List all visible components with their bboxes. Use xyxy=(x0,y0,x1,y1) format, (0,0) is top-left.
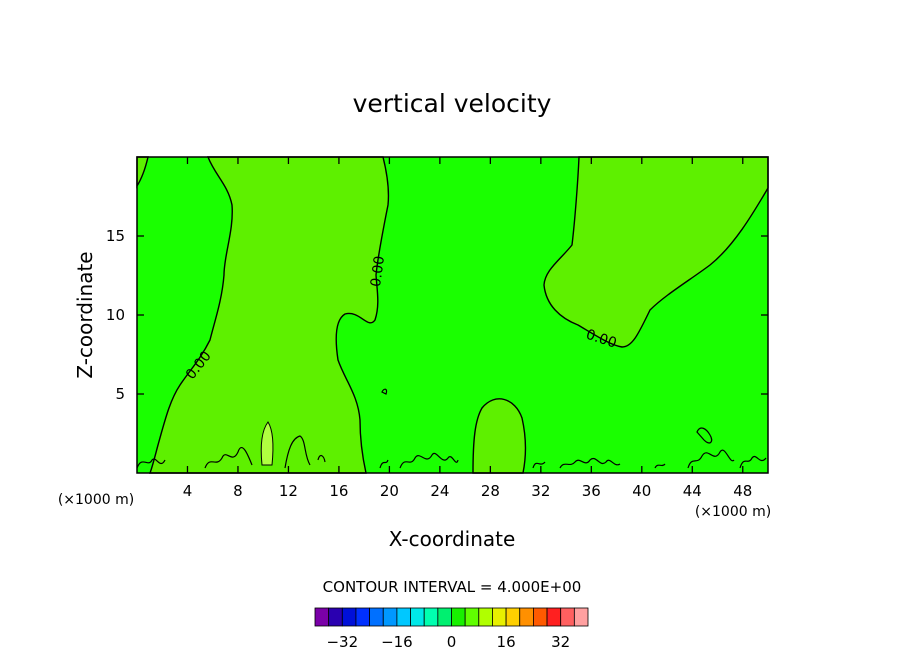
x-tick-label: 4 xyxy=(183,482,193,500)
contour-label-middle: 0.00 xyxy=(368,255,388,288)
contour-region-right xyxy=(543,156,769,348)
colorbar-swatch xyxy=(396,607,411,627)
colorbar-swatch xyxy=(478,607,493,627)
y-tick-label: 5 xyxy=(115,385,125,403)
colorbar-swatch xyxy=(533,607,548,627)
colorbar-swatch xyxy=(451,607,466,627)
contour-blob-inner xyxy=(260,421,274,466)
x-tick-label: 8 xyxy=(233,482,243,500)
colorbar-swatch xyxy=(464,607,480,627)
colorbar-swatch xyxy=(423,607,439,627)
colorbar-tick-label: −32 xyxy=(326,633,358,651)
x-axis-label: X-coordinate xyxy=(389,527,516,551)
x-tick-label: 44 xyxy=(683,482,702,500)
colorbar-swatch xyxy=(560,607,575,627)
y-axis: 5 10 15 xyxy=(106,227,768,403)
colorbar-tick-label: 0 xyxy=(447,633,457,651)
y-tick-label: 15 xyxy=(106,227,125,245)
x-tick-label: 24 xyxy=(430,482,449,500)
colorbar-swatch xyxy=(437,607,452,627)
x-tick-label: 20 xyxy=(380,482,399,500)
x-tick-label: 16 xyxy=(329,482,348,500)
colorbar-swatch xyxy=(328,607,343,627)
contour-region-left xyxy=(148,156,390,474)
y-axis-label: Z-coordinate xyxy=(73,251,97,378)
colorbar-swatch xyxy=(341,607,357,627)
colorbar-labels: −32 −16 0 16 32 xyxy=(326,633,570,651)
colorbar-swatch xyxy=(573,607,589,627)
colorbar-swatch xyxy=(314,607,330,627)
colorbar-swatch xyxy=(492,607,507,627)
colorbar-swatch xyxy=(355,607,371,627)
x-axis: 4 8 12 16 20 24 28 32 36 40 44 48 xyxy=(183,157,752,500)
contour-interval-text: CONTOUR INTERVAL = 4.000E+00 xyxy=(323,578,582,596)
colorbar-swatch xyxy=(369,607,384,627)
colorbar-tick-label: 16 xyxy=(497,633,516,651)
colorbar-tick-label: −16 xyxy=(381,633,413,651)
colorbar-tick-label: 32 xyxy=(551,633,570,651)
contour-region-bump xyxy=(472,398,527,474)
y-tick-label: 10 xyxy=(106,306,125,324)
x-tick-label: 40 xyxy=(632,482,651,500)
x-tick-label: 48 xyxy=(733,482,752,500)
surface-contours xyxy=(136,388,767,469)
x-unit-note-left: (×1000 m) xyxy=(58,492,134,508)
x-tick-label: 28 xyxy=(481,482,500,500)
colorbar-swatch xyxy=(546,607,562,627)
colorbar-swatch xyxy=(410,607,425,627)
x-tick-label: 12 xyxy=(279,482,298,500)
colorbar-swatch xyxy=(382,607,398,627)
chart-title: vertical velocity xyxy=(353,89,552,118)
x-unit-note-right: (×1000 m) xyxy=(695,504,771,520)
colorbar-swatch xyxy=(505,607,521,627)
colorbar xyxy=(314,607,589,627)
colorbar-swatch xyxy=(519,607,534,627)
x-tick-label: 36 xyxy=(582,482,601,500)
x-tick-label: 32 xyxy=(531,482,550,500)
